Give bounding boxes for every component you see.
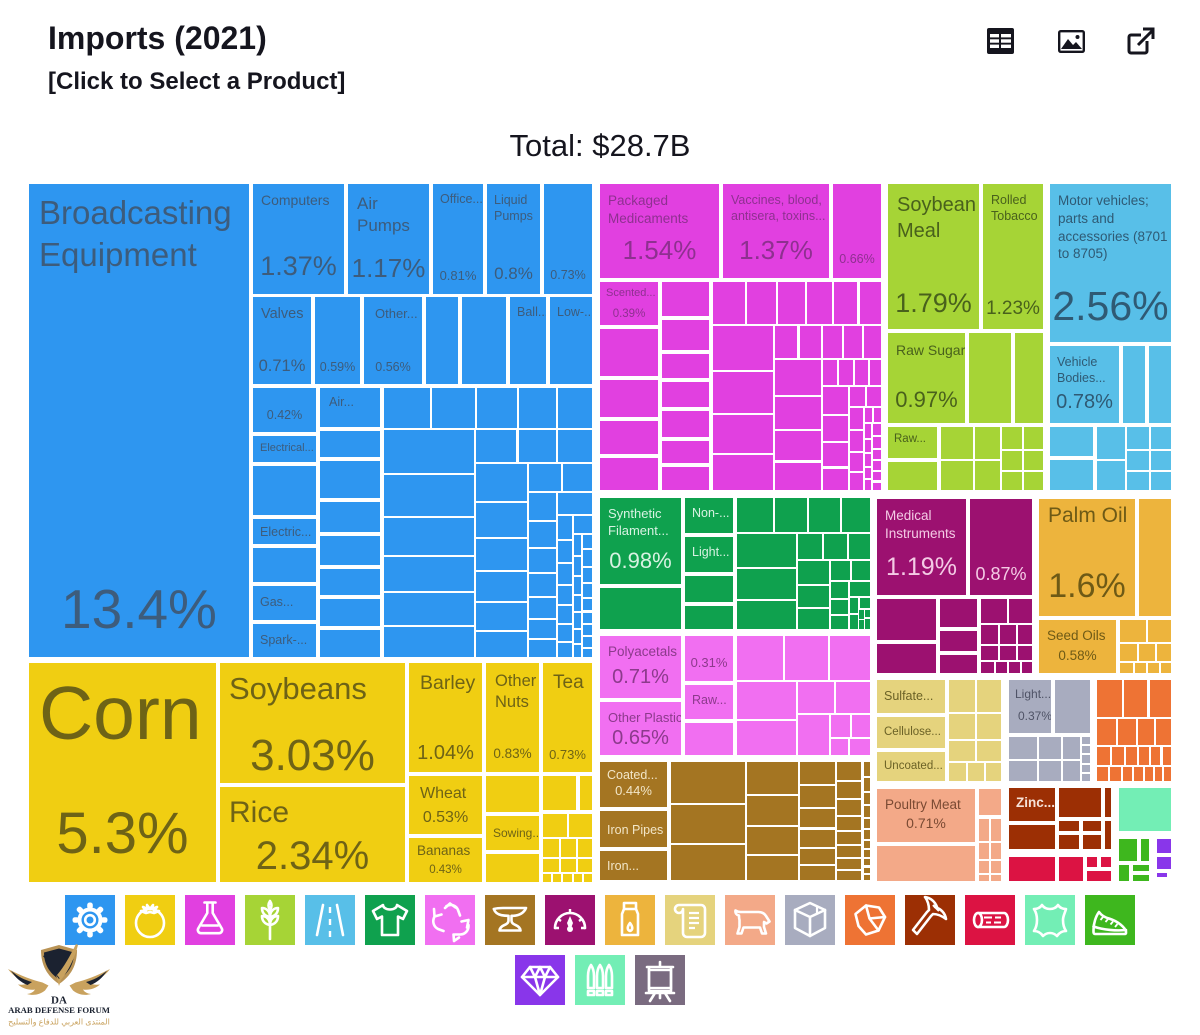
svg-text:DA: DA <box>51 995 67 1007</box>
svg-text:المنتدى العربي للدفاع والتسليح: المنتدى العربي للدفاع والتسليح <box>8 1018 110 1027</box>
svg-text:ARAB DEFENSE FORUM: ARAB DEFENSE FORUM <box>8 1005 110 1015</box>
